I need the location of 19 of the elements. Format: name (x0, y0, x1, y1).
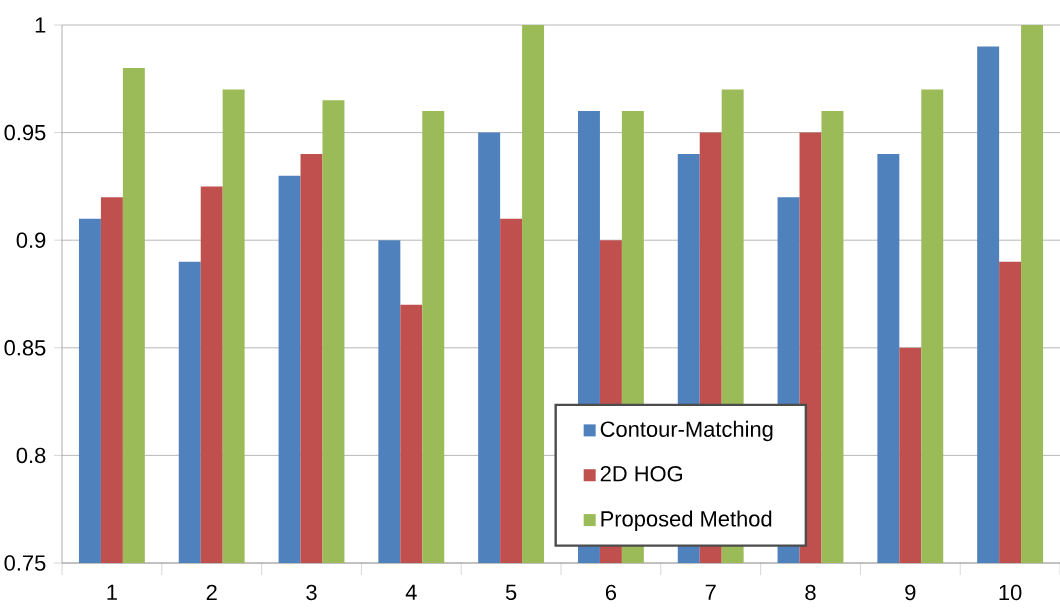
x-tick-label: 10 (999, 584, 1022, 601)
x-tick-label: 4 (405, 584, 417, 600)
x-tick-label: 6 (605, 584, 617, 601)
x-tick-label: 9 (905, 584, 916, 601)
y-tick-label: 0.75 (4, 555, 46, 571)
x-tick-label: 7 (705, 584, 716, 600)
x-tick-label: 2 (206, 584, 217, 601)
y-tick-label: 1 (35, 17, 46, 33)
y-tick-label: 0.9 (16, 232, 46, 248)
x-tick-label: 5 (505, 584, 517, 601)
legend-label: Proposed Method (601, 510, 772, 531)
y-tick-label: 0.85 (4, 340, 46, 356)
legend-label: 2D HOG (600, 465, 683, 482)
legend-label: Contour-Matching (600, 420, 773, 442)
x-tick-label: 3 (306, 584, 317, 601)
y-tick-label: 0.8 (16, 447, 46, 464)
x-tick-label: 1 (107, 584, 117, 600)
y-tick-label: 0.95 (4, 124, 46, 141)
x-tick-label: 8 (805, 584, 816, 601)
